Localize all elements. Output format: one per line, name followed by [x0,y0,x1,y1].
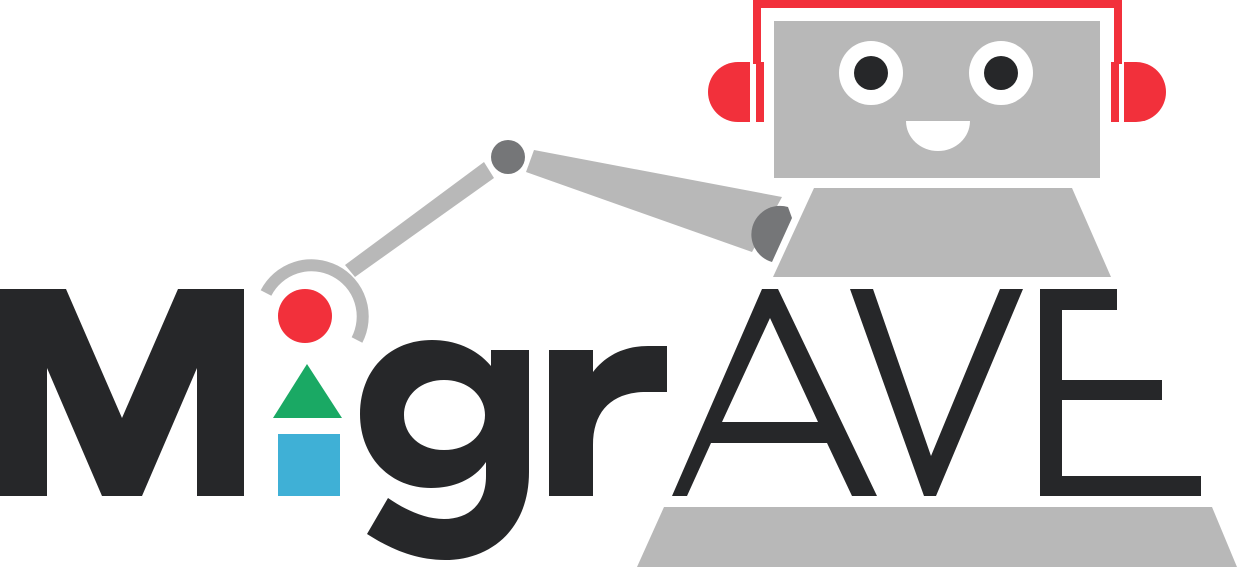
right-eye-pupil [984,56,1018,90]
right-ear-strip [1111,62,1119,122]
robot-head [774,21,1100,178]
robot-arm-icon [260,135,792,343]
robot-base [637,507,1237,567]
gripper-arc [260,259,369,343]
left-eye-pupil [854,56,888,90]
right-ear-cup [1124,62,1166,122]
elbow-joint-inner [491,140,525,174]
forearm [345,162,494,277]
blue-square-icon [278,434,340,496]
shoulder-joint [751,205,792,262]
robot-body [773,188,1111,277]
headphones-icon [753,0,1122,64]
green-triangle-icon [273,364,342,418]
upper-arm [526,150,782,252]
letter-v [850,289,1023,496]
robot-head-icon [708,0,1166,178]
logo-wordmark [0,289,1201,560]
smile [906,121,970,151]
letter-e [1040,289,1201,496]
letter-m [0,289,244,496]
left-ear-strip [756,62,764,122]
letter-r [549,346,667,496]
letter-g [360,340,529,560]
red-circle-icon [278,289,332,343]
letter-a [672,289,877,496]
left-ear-cup [708,62,750,122]
